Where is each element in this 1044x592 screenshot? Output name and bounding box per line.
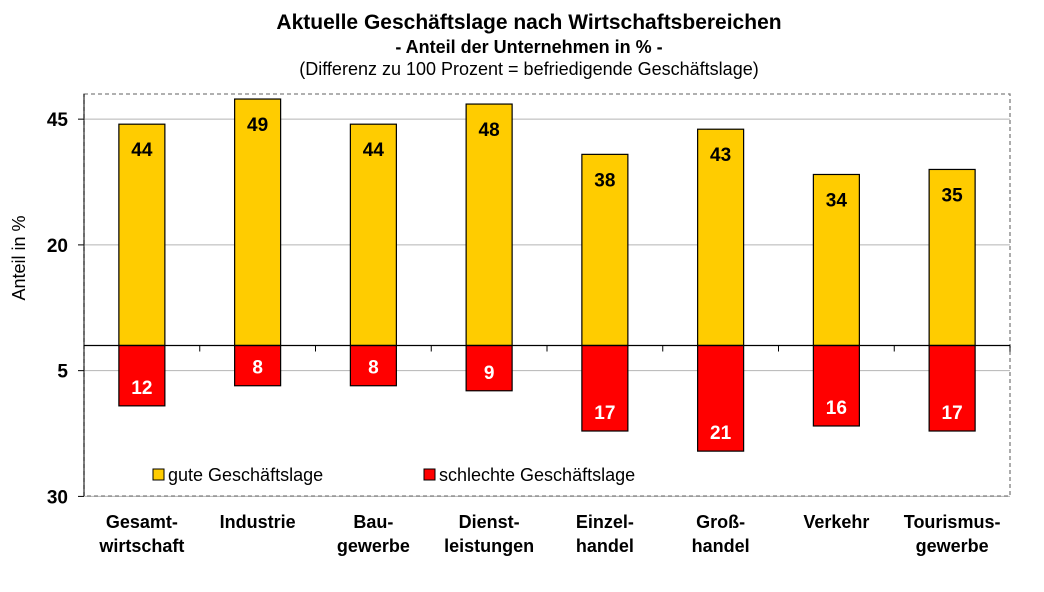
data-label-gute: 44 [363, 140, 385, 161]
y-tick-label: 5 [57, 362, 68, 383]
legend-label: gute Geschäftslage [168, 465, 323, 485]
x-category-label: Industrie [220, 512, 296, 532]
data-label-gute: 38 [594, 170, 615, 191]
y-tick-label: 30 [47, 487, 68, 508]
data-label-gute: 35 [942, 185, 964, 206]
x-category-label: Verkehr [803, 512, 869, 532]
x-category-label: handel [692, 536, 750, 556]
data-label-gute: 44 [131, 140, 153, 161]
chart-title: Aktuelle Geschäftslage nach Wirtschaftsb… [276, 11, 782, 34]
x-category-label: Dienst- [459, 512, 520, 532]
data-label-gute: 43 [710, 145, 731, 166]
data-label-schlechte: 9 [484, 363, 495, 384]
data-label-schlechte: 8 [368, 358, 379, 379]
bar-gute-geschaeftslage [118, 123, 166, 347]
chart-subtitle: - Anteil der Unternehmen in % - [395, 37, 663, 57]
y-tick-label: 45 [47, 110, 69, 131]
x-category-label: leistungen [444, 536, 534, 556]
y-axis-title: Anteil in % [9, 215, 29, 300]
legend-label: schlechte Geschäftslage [439, 465, 635, 485]
x-category-label: Bau- [353, 512, 393, 532]
x-category-label: gewerbe [337, 536, 410, 556]
bar-schlechte-geschaeftslage [812, 344, 860, 427]
chart-note: (Differenz zu 100 Prozent = befriedigend… [299, 59, 759, 79]
bar-gute-geschaeftslage [465, 103, 513, 347]
bar-gute-geschaeftslage [581, 153, 629, 347]
bar-schlechte-geschaeftslage [234, 344, 282, 387]
bar-schlechte-geschaeftslage [697, 344, 745, 452]
bar-schlechte-geschaeftslage [465, 344, 513, 392]
legend-swatch [152, 468, 165, 481]
data-label-schlechte: 8 [252, 358, 263, 379]
bar-schlechte-geschaeftslage [118, 344, 166, 407]
data-label-gute: 34 [826, 190, 848, 211]
x-category-label: wirtschaft [98, 536, 184, 556]
data-label-schlechte: 21 [710, 423, 732, 444]
bar-gute-geschaeftslage [349, 123, 397, 347]
plot-border [83, 93, 1011, 497]
x-category-label: gewerbe [916, 536, 989, 556]
x-category-label: handel [576, 536, 634, 556]
legend-swatch [423, 468, 436, 481]
bar-gute-geschaeftslage [697, 128, 745, 347]
bar-gute-geschaeftslage [234, 98, 282, 347]
x-category-label: Groß- [696, 512, 745, 532]
x-category-label: Einzel- [576, 512, 634, 532]
data-label-schlechte: 16 [826, 398, 847, 419]
chart-header: Aktuelle Geschäftslage nach Wirtschaftsb… [0, 10, 1044, 80]
data-label-gute: 49 [247, 115, 268, 136]
bar-schlechte-geschaeftslage [581, 344, 629, 432]
data-label-gute: 48 [479, 120, 500, 141]
y-tick-label: 20 [47, 236, 68, 257]
bar-gute-geschaeftslage [928, 168, 976, 347]
data-label-schlechte: 12 [131, 378, 152, 399]
x-category-label: Gesamt- [106, 512, 178, 532]
data-label-schlechte: 17 [942, 403, 963, 424]
data-label-schlechte: 17 [594, 403, 615, 424]
bar-schlechte-geschaeftslage [928, 344, 976, 432]
x-category-label: Tourismus- [904, 512, 1001, 532]
bar-schlechte-geschaeftslage [349, 344, 397, 387]
